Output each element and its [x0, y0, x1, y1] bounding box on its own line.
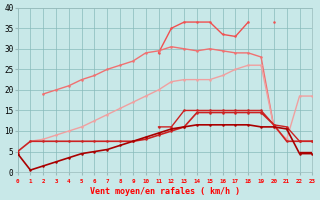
X-axis label: Vent moyen/en rafales ( km/h ): Vent moyen/en rafales ( km/h )	[90, 187, 240, 196]
